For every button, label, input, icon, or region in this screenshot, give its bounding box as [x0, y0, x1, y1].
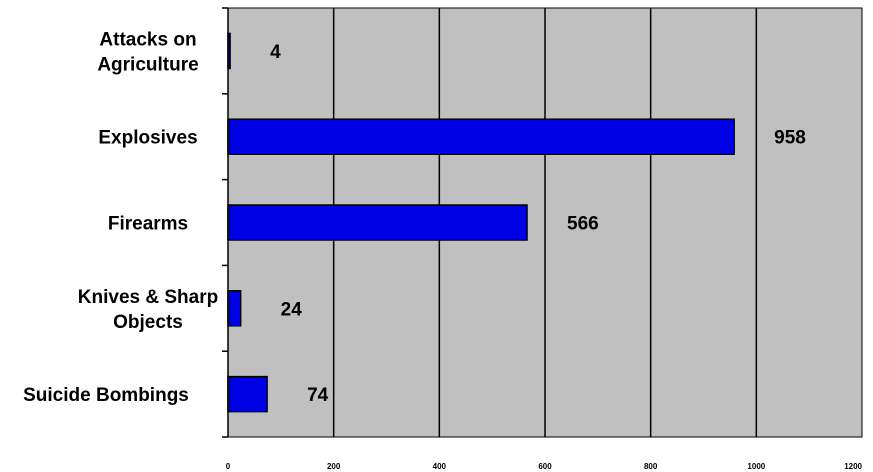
category-label-line: Agriculture	[97, 54, 198, 75]
data-labels: 4 958 566 24 74	[270, 42, 806, 406]
data-label-1: 958	[774, 128, 806, 149]
x-tick-label-400: 400	[433, 462, 447, 471]
data-label-0: 4	[270, 42, 281, 63]
category-label-2: Firearms	[108, 214, 188, 235]
category-labels: Attacks on Agriculture Explosives Firearms K…	[23, 29, 218, 406]
category-label-line: Knives & Sharp	[78, 287, 218, 308]
bar-4	[227, 375, 268, 413]
bar-2	[227, 204, 528, 241]
bar-1	[227, 118, 735, 155]
x-tick-label-1000: 1000	[747, 462, 765, 471]
data-label-3: 24	[281, 299, 303, 320]
category-label-4: Suicide Bombings	[23, 385, 189, 406]
data-label-2: 566	[567, 214, 599, 235]
category-label-line: Explosives	[98, 128, 197, 149]
category-label-line: Objects	[113, 312, 183, 333]
category-label-3: Knives & Sharp Objects	[78, 287, 218, 333]
bar-3	[227, 290, 242, 327]
category-label-line: Attacks on	[99, 29, 196, 50]
bar-0	[227, 32, 231, 70]
x-tick-label-800: 800	[644, 462, 658, 471]
category-label-0: Attacks on Agriculture	[97, 29, 198, 75]
bars	[227, 32, 735, 413]
category-label-line: Suicide Bombings	[23, 385, 189, 406]
x-tick-label-600: 600	[538, 462, 552, 471]
x-tick-label-200: 200	[327, 462, 341, 471]
data-label-4: 74	[307, 385, 329, 406]
x-tick-labels: 0 200 400 600 800 1000 1200	[226, 462, 863, 471]
x-tick-label-0: 0	[226, 462, 231, 471]
x-tick-label-1200: 1200	[844, 462, 862, 471]
category-label-line: Firearms	[108, 214, 188, 235]
y-axis	[222, 7, 229, 438]
category-label-1: Explosives	[98, 128, 197, 149]
